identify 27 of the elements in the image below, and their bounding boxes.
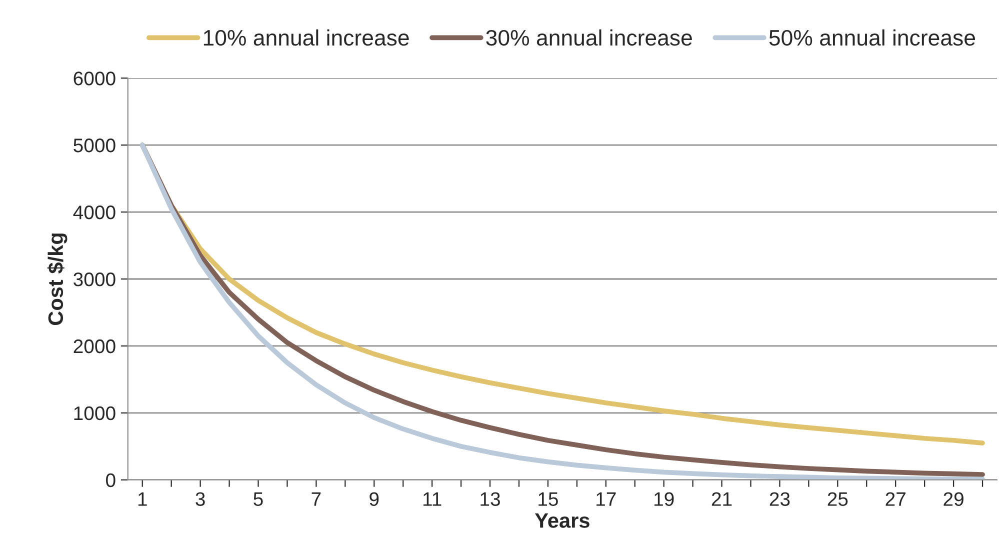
x-tick-label: 3: [196, 492, 205, 506]
x-tick-label: 11: [423, 492, 442, 506]
legend-label: 10% annual increase: [204, 29, 409, 46]
y-tick-label: 3000: [74, 272, 116, 286]
y-tick-label: 6000: [74, 72, 116, 86]
x-tick-label: 23: [770, 492, 790, 506]
legend-label: 50% annual increase: [769, 29, 975, 46]
y-tick-label: 1000: [74, 406, 116, 420]
x-tick-label: 19: [654, 492, 674, 506]
x-tick-label: 5: [254, 492, 263, 506]
y-tick-label: 4000: [73, 206, 116, 220]
x-tick-label: 21: [712, 492, 732, 506]
x-tick-label: 13: [480, 492, 500, 506]
x-axis-title: Years: [534, 513, 590, 528]
x-tick-label: 9: [370, 492, 379, 506]
x-tick-label: 17: [596, 492, 616, 506]
x-tick-label: 15: [538, 492, 558, 506]
y-axis-title: Cost $/kg: [47, 234, 68, 326]
x-tick-label: 25: [828, 492, 848, 506]
x-tick-label: 7: [312, 492, 321, 506]
legend-label: 30% annual increase: [486, 29, 692, 46]
x-tick-label: 29: [944, 492, 964, 506]
x-tick-label: 27: [886, 492, 906, 506]
y-tick-label: 5000: [74, 138, 116, 152]
x-tick-label: 1: [138, 492, 147, 506]
y-tick-label: 0: [106, 473, 116, 488]
y-tick-label: 2000: [74, 339, 116, 354]
